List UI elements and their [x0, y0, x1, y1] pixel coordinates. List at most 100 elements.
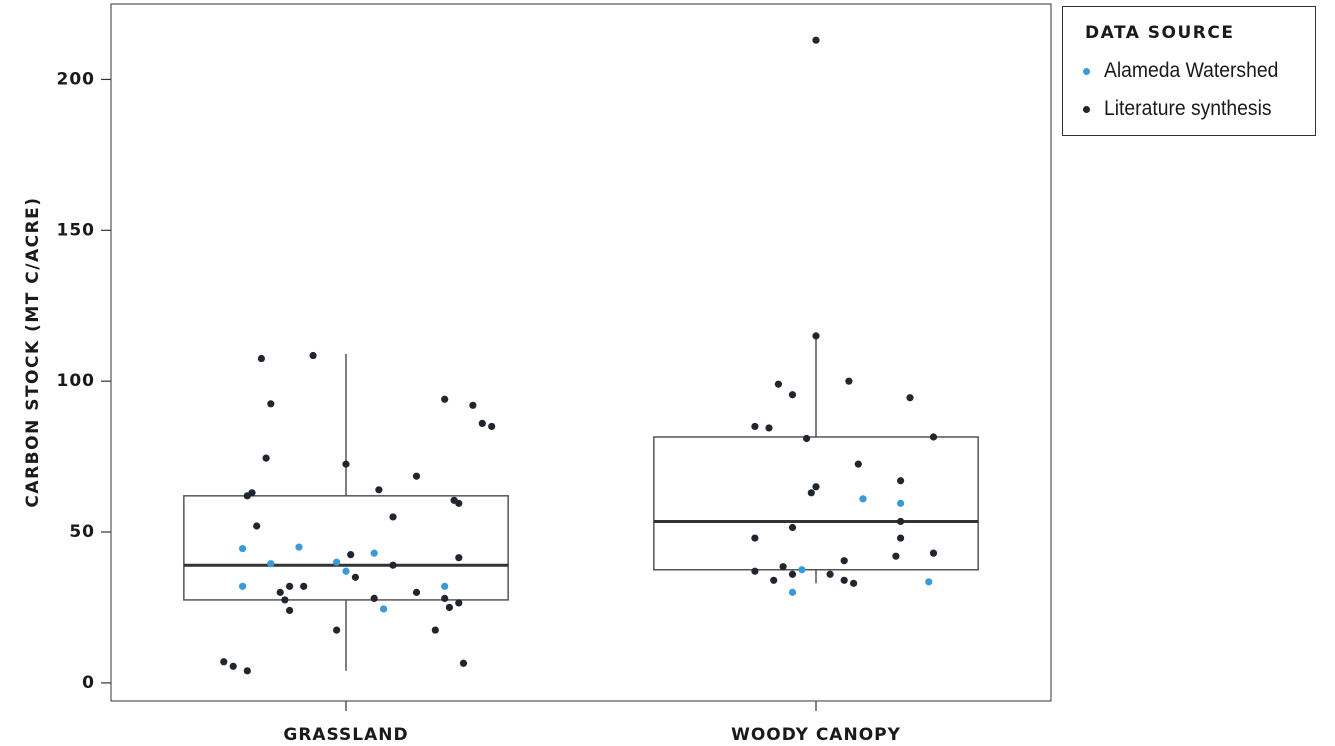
- point-literature-synthesis: [845, 377, 853, 385]
- point-alameda-watershed: [239, 582, 247, 590]
- points-layer: [220, 36, 938, 675]
- point-literature-synthesis: [351, 573, 359, 581]
- point-alameda-watershed: [441, 582, 449, 590]
- point-literature-synthesis: [929, 433, 938, 441]
- legend-marker-literature-synthesis: [1083, 105, 1090, 113]
- box-grassland: [183, 495, 509, 601]
- point-literature-synthesis: [812, 36, 820, 44]
- point-literature-synthesis: [243, 667, 251, 675]
- point-literature-synthesis: [906, 394, 914, 402]
- point-alameda-watershed: [925, 578, 933, 586]
- legend-item-literature-synthesis: Literature synthesis: [1083, 95, 1286, 123]
- legend-title: DATA SOURCE: [1085, 23, 1235, 43]
- point-literature-synthesis: [488, 422, 496, 431]
- point-literature-synthesis: [751, 567, 759, 575]
- point-literature-synthesis: [445, 603, 453, 612]
- point-literature-synthesis: [267, 400, 275, 408]
- point-alameda-watershed: [798, 566, 806, 574]
- point-literature-synthesis: [788, 570, 797, 578]
- boxes-layer: [183, 335, 979, 671]
- plot-area: [110, 3, 1052, 702]
- point-alameda-watershed: [897, 499, 905, 507]
- legend-label-literature-synthesis: Literature synthesis: [1104, 97, 1272, 120]
- point-literature-synthesis: [243, 492, 251, 500]
- point-literature-synthesis: [774, 380, 783, 388]
- point-literature-synthesis: [807, 489, 815, 497]
- x-axis: GRASSLAND WOODY CANOPY: [283, 701, 901, 745]
- legend-item-alameda-watershed: Alameda Watershed: [1083, 57, 1293, 85]
- x-tick-label-woody-canopy: WOODY CANOPY: [731, 725, 901, 745]
- point-literature-synthesis: [333, 626, 341, 634]
- point-literature-synthesis: [441, 395, 449, 403]
- point-literature-synthesis: [478, 419, 486, 428]
- x-tick-label-grassland: GRASSLAND: [283, 725, 408, 745]
- y-axis: 0 50 100 150 200: [57, 69, 111, 693]
- point-literature-synthesis: [220, 658, 228, 666]
- point-literature-synthesis: [375, 486, 383, 494]
- point-alameda-watershed: [267, 560, 275, 568]
- y-tick-label: 50: [69, 522, 95, 542]
- point-literature-synthesis: [257, 354, 265, 363]
- point-literature-synthesis: [850, 579, 858, 587]
- point-alameda-watershed: [342, 567, 350, 575]
- legend: DATA SOURCE Alameda Watershed Literature…: [1062, 6, 1316, 136]
- point-literature-synthesis: [788, 391, 797, 399]
- point-literature-synthesis: [826, 570, 834, 578]
- point-alameda-watershed: [788, 588, 797, 596]
- point-literature-synthesis: [389, 561, 397, 569]
- point-literature-synthesis: [389, 513, 397, 521]
- legend-label-alameda-watershed: Alameda Watershed: [1104, 59, 1279, 82]
- point-literature-synthesis: [281, 596, 289, 604]
- point-literature-synthesis: [286, 582, 294, 590]
- y-axis-title: CARBON STOCK (MT C/ACRE): [23, 196, 43, 507]
- point-literature-synthesis: [812, 483, 820, 491]
- point-literature-synthesis: [929, 549, 938, 557]
- point-literature-synthesis: [751, 422, 759, 431]
- point-alameda-watershed: [295, 543, 303, 551]
- point-literature-synthesis: [441, 594, 449, 603]
- point-literature-synthesis: [412, 588, 421, 596]
- point-literature-synthesis: [765, 424, 773, 432]
- point-literature-synthesis: [788, 523, 797, 532]
- point-literature-synthesis: [347, 551, 355, 559]
- point-literature-synthesis: [300, 582, 308, 590]
- point-literature-synthesis: [469, 401, 477, 409]
- point-literature-synthesis: [840, 576, 848, 584]
- y-tick-label: 0: [82, 673, 95, 693]
- point-literature-synthesis: [342, 460, 350, 468]
- y-tick-label: 150: [57, 220, 96, 240]
- point-literature-synthesis: [431, 626, 439, 634]
- y-tick-label: 200: [57, 69, 96, 89]
- legend-marker-alameda-watershed: [1083, 67, 1090, 75]
- point-literature-synthesis: [370, 594, 378, 603]
- point-alameda-watershed: [380, 605, 388, 613]
- point-literature-synthesis: [779, 563, 787, 571]
- point-literature-synthesis: [412, 472, 421, 480]
- point-literature-synthesis: [892, 552, 900, 560]
- point-literature-synthesis: [309, 351, 317, 360]
- point-alameda-watershed: [333, 558, 341, 566]
- point-literature-synthesis: [751, 534, 759, 542]
- point-literature-synthesis: [276, 588, 284, 596]
- point-literature-synthesis: [897, 517, 905, 526]
- point-literature-synthesis: [803, 434, 811, 443]
- y-tick-label: 100: [57, 371, 96, 391]
- point-alameda-watershed: [239, 545, 247, 553]
- point-literature-synthesis: [897, 477, 905, 485]
- point-literature-synthesis: [286, 606, 294, 615]
- point-literature-synthesis: [812, 332, 820, 340]
- point-literature-synthesis: [459, 659, 468, 667]
- point-literature-synthesis: [455, 599, 463, 607]
- point-literature-synthesis: [229, 662, 237, 670]
- point-literature-synthesis: [253, 522, 261, 530]
- point-literature-synthesis: [455, 499, 463, 507]
- point-alameda-watershed: [859, 495, 867, 503]
- point-literature-synthesis: [897, 534, 905, 542]
- point-literature-synthesis: [770, 576, 778, 584]
- point-alameda-watershed: [370, 549, 378, 557]
- point-literature-synthesis: [854, 460, 862, 468]
- point-literature-synthesis: [262, 454, 270, 462]
- point-literature-synthesis: [455, 554, 463, 562]
- box-woody-canopy: [653, 436, 979, 571]
